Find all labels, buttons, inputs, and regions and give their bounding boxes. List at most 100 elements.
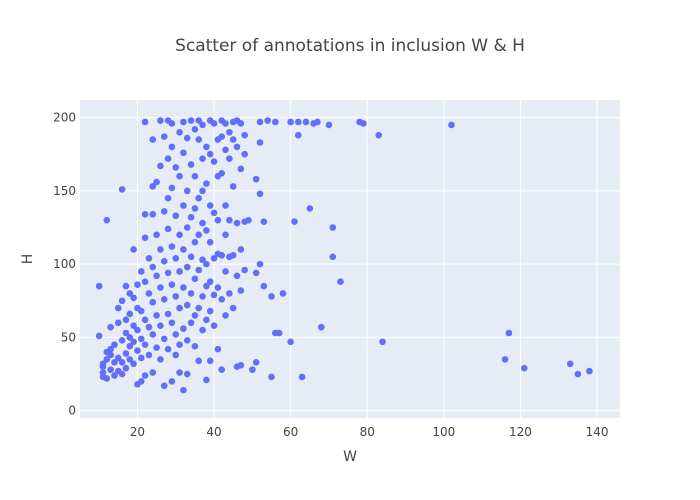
- data-point: [168, 281, 176, 288]
- data-point: [130, 360, 137, 368]
- data-point: [237, 120, 245, 127]
- data-point: [172, 351, 180, 359]
- data-point: [176, 268, 183, 275]
- data-point: [160, 295, 168, 303]
- data-point: [137, 307, 145, 315]
- data-point: [252, 175, 260, 183]
- x-tick-label: 120: [509, 425, 532, 439]
- data-point: [222, 312, 229, 319]
- data-point: [118, 297, 126, 305]
- data-point: [149, 298, 157, 306]
- data-point: [183, 301, 191, 309]
- data-point: [107, 366, 114, 373]
- data-point: [586, 367, 593, 375]
- data-point: [153, 312, 160, 319]
- data-point: [103, 356, 111, 363]
- data-point: [153, 272, 160, 280]
- data-point: [195, 266, 203, 274]
- data-point: [191, 126, 199, 133]
- data-point: [279, 290, 287, 297]
- data-point: [237, 165, 245, 173]
- data-point: [203, 282, 210, 290]
- y-tick-labels: 0 50 100 150 200: [53, 111, 76, 418]
- data-point: [226, 216, 233, 224]
- data-point: [302, 118, 310, 126]
- y-tick-label: 50: [61, 330, 76, 344]
- data-point: [206, 150, 214, 158]
- data-point: [164, 269, 172, 277]
- x-tick-label: 80: [360, 425, 375, 439]
- data-points: [95, 117, 593, 394]
- data-point: [329, 224, 337, 231]
- data-point: [218, 295, 226, 303]
- data-point: [149, 211, 157, 218]
- y-tick-label: 100: [53, 257, 76, 271]
- data-point: [195, 357, 203, 365]
- data-point: [183, 337, 191, 344]
- data-point: [153, 344, 160, 351]
- data-point: [176, 369, 183, 376]
- data-point: [168, 143, 176, 151]
- data-point: [203, 180, 210, 187]
- data-point: [233, 143, 241, 151]
- data-point: [329, 253, 337, 261]
- data-point: [260, 282, 268, 290]
- data-point: [252, 359, 260, 366]
- data-point: [107, 323, 114, 331]
- data-point: [176, 341, 183, 349]
- data-point: [203, 260, 210, 268]
- data-point: [111, 341, 118, 349]
- data-point: [149, 263, 157, 271]
- data-point: [210, 254, 218, 262]
- data-point: [114, 319, 122, 327]
- data-point: [157, 162, 164, 170]
- data-point: [218, 169, 226, 177]
- chart-title: Scatter of annotations in inclusion W & …: [175, 36, 525, 56]
- data-point: [141, 278, 149, 286]
- data-point: [237, 246, 245, 253]
- data-point: [122, 329, 130, 337]
- data-point: [206, 202, 214, 209]
- data-point: [206, 357, 214, 365]
- data-point: [256, 139, 264, 146]
- y-axis-label: H: [20, 254, 36, 265]
- data-point: [199, 187, 206, 195]
- data-point: [226, 128, 233, 136]
- data-point: [126, 342, 134, 350]
- data-point: [237, 287, 245, 294]
- data-point: [180, 284, 187, 291]
- y-tick-label: 0: [68, 404, 76, 418]
- data-point: [168, 319, 176, 327]
- data-point: [141, 316, 149, 324]
- data-point: [448, 121, 455, 129]
- data-point: [272, 118, 279, 126]
- data-point: [134, 281, 141, 288]
- data-point: [210, 209, 218, 217]
- data-point: [164, 345, 172, 353]
- data-point: [268, 293, 275, 300]
- data-point: [233, 272, 241, 280]
- data-point: [99, 369, 107, 376]
- data-point: [214, 284, 222, 291]
- data-point: [229, 183, 237, 190]
- data-point: [195, 136, 203, 143]
- data-point: [191, 238, 199, 246]
- data-point: [172, 293, 180, 300]
- data-point: [187, 117, 195, 124]
- data-point: [137, 268, 145, 275]
- data-point: [176, 172, 183, 180]
- data-point: [306, 205, 314, 212]
- data-point: [145, 290, 153, 297]
- data-point: [180, 149, 187, 157]
- x-tick-label: 100: [432, 425, 455, 439]
- data-point: [187, 161, 195, 168]
- data-point: [149, 183, 157, 190]
- data-point: [180, 246, 187, 253]
- data-point: [294, 131, 302, 139]
- data-point: [337, 278, 344, 286]
- data-point: [172, 164, 180, 171]
- data-point: [222, 231, 229, 239]
- data-point: [126, 290, 134, 297]
- data-point: [137, 354, 145, 362]
- data-point: [294, 118, 302, 126]
